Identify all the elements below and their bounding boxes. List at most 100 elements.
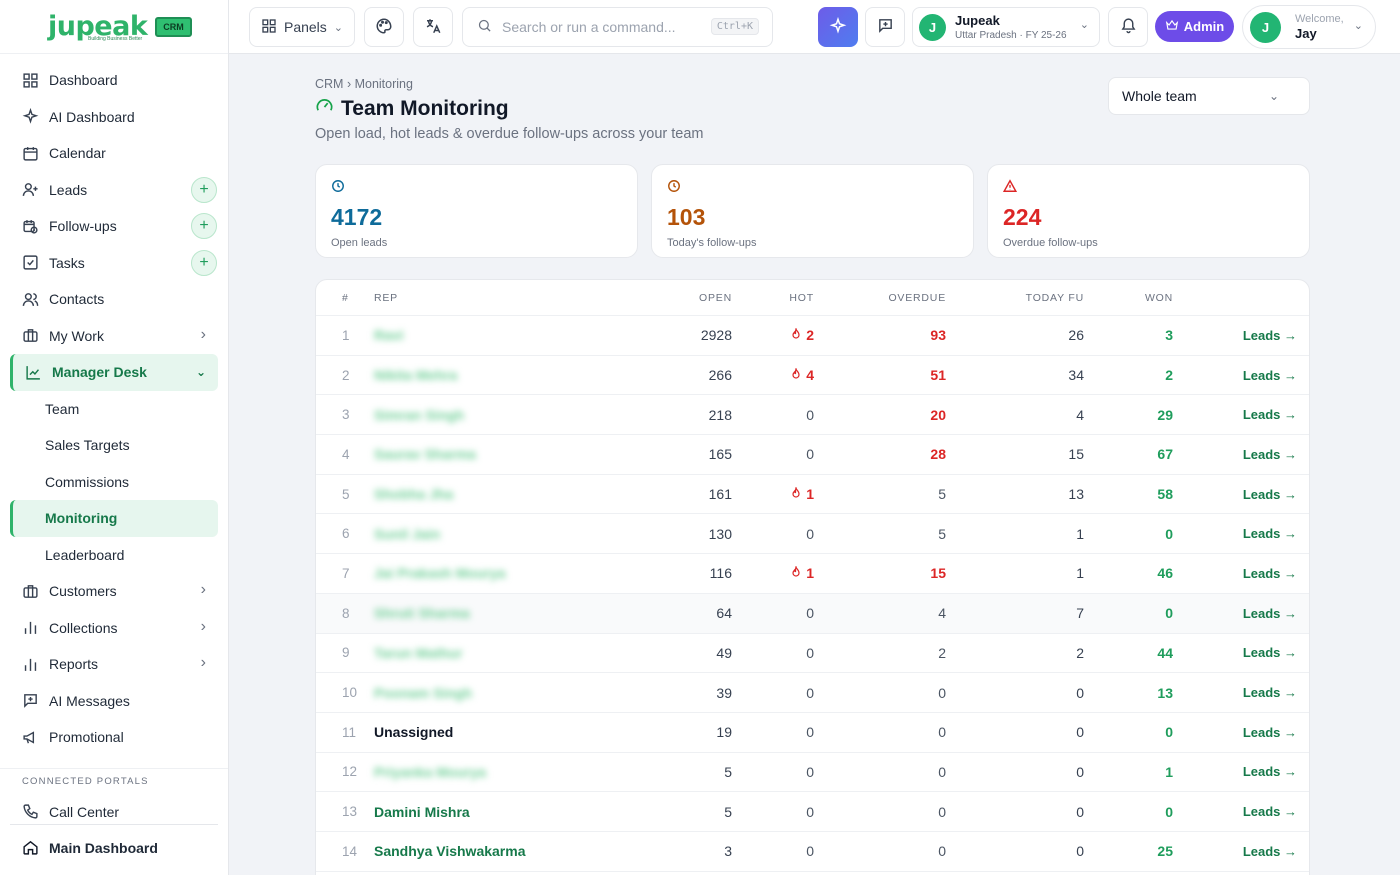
leads-link[interactable]: Leads → xyxy=(1242,645,1297,661)
table-row[interactable]: 9 Tarun Mathur 49 0 2 2 44 Leads → xyxy=(316,634,1309,674)
user-menu[interactable]: J Welcome, Jay ⌄ xyxy=(1242,5,1376,49)
translate-button[interactable] xyxy=(413,7,453,47)
sidebar-item-manager-desk[interactable]: Manager Desk ⌄ xyxy=(10,354,218,391)
main-dashboard-link[interactable]: Main Dashboard xyxy=(10,824,218,870)
table-row[interactable]: 14 Sandhya Vishwakarma 3 0 0 0 25 Leads → xyxy=(316,832,1309,872)
sidebar-item-contacts[interactable]: Contacts xyxy=(0,281,228,318)
sidebar-subitem-commissions[interactable]: Commissions xyxy=(45,473,130,490)
today-fu-count: 0 xyxy=(1076,684,1084,701)
today-fu-count: 7 xyxy=(1076,605,1084,622)
table-row[interactable]: 3 Simran Singh 218 0 20 4 29 Leads → xyxy=(316,395,1309,436)
leads-link[interactable]: Leads → xyxy=(1242,843,1297,859)
leads-link[interactable]: Leads → xyxy=(1242,327,1297,343)
plus-icon[interactable]: + xyxy=(191,249,217,276)
leads-link[interactable]: Leads → xyxy=(1242,526,1297,542)
open-count: 3 xyxy=(724,843,732,860)
leads-link[interactable]: Leads → xyxy=(1242,486,1297,502)
leads-link[interactable]: Leads → xyxy=(1242,724,1297,740)
table-row[interactable]: 11 Unassigned 19 0 0 0 0 Leads → xyxy=(316,713,1309,753)
calendar-clock-icon xyxy=(22,218,39,235)
sidebar-subitem-sales-targets[interactable]: Sales Targets xyxy=(45,437,130,454)
table-row[interactable]: 7 Jai Prakash Mourya 116 1 15 1 46 Leads → xyxy=(316,554,1309,594)
team-scope-select[interactable]: Whole team ⌄ xyxy=(1108,77,1310,115)
hot-count: 0 xyxy=(732,446,814,462)
stat-value: 103 xyxy=(667,204,706,230)
leads-link[interactable]: Leads → xyxy=(1242,605,1297,621)
sidebar-item-promotional[interactable]: Promotional xyxy=(0,719,228,756)
row-number: 13 xyxy=(342,804,358,820)
sidebar-item-calendar[interactable]: Calendar xyxy=(0,135,228,172)
table-row[interactable]: 1 Ravi 2928 2 93 26 3 Leads → xyxy=(316,316,1309,356)
theme-button[interactable] xyxy=(364,7,404,47)
search-input[interactable]: Search or run a command... Ctrl+K xyxy=(462,7,773,47)
table-row[interactable]: 12 Priyanka Mourya 5 0 0 0 1 Leads → xyxy=(316,753,1309,793)
won-count: 0 xyxy=(1165,605,1173,622)
sidebar-subitem-leaderboard[interactable]: Leaderboard xyxy=(45,546,125,563)
plus-icon[interactable]: + xyxy=(191,213,217,239)
rep-name[interactable]: Sandhya Vishwakarma xyxy=(374,843,526,860)
sidebar-item-dashboard[interactable]: Dashboard xyxy=(0,62,228,99)
sidebar-item-tasks[interactable]: Tasks + xyxy=(0,245,228,282)
logo[interactable]: jupeak xyxy=(48,11,148,42)
rep-name: Jai Prakash Mourya xyxy=(374,565,506,582)
today-fu-count: 2 xyxy=(1076,644,1084,661)
notifications-button[interactable] xyxy=(1108,7,1148,47)
sidebar-subitem-team[interactable]: Team xyxy=(45,400,80,417)
sidebar-item-ai-messages[interactable]: AI Messages xyxy=(0,683,228,720)
leads-link[interactable]: Leads → xyxy=(1242,565,1297,581)
leads-link[interactable]: Leads → xyxy=(1242,764,1297,780)
org-switcher[interactable]: J Jupeak Uttar Pradesh · FY 25-26 ⌄ xyxy=(912,7,1100,47)
rep-name[interactable]: Damini Mishra xyxy=(374,803,470,820)
plus-icon[interactable]: + xyxy=(191,176,217,203)
stat-card-overdue-followups: 224 Overdue follow-ups xyxy=(987,164,1310,258)
rep-name: Simran Singh xyxy=(374,406,465,423)
today-fu-count: 34 xyxy=(1068,367,1084,384)
admin-button[interactable]: Admin xyxy=(1155,11,1234,42)
leads-link[interactable]: Leads → xyxy=(1242,407,1297,423)
table-row[interactable]: 5 Shobha Jha 161 1 5 13 58 Leads → xyxy=(316,475,1309,515)
table-row[interactable]: 4 Saurav Sharma 165 0 28 15 67 Leads → xyxy=(316,435,1309,475)
leads-link[interactable]: Leads → xyxy=(1242,804,1297,820)
today-fu-count: 13 xyxy=(1068,486,1084,503)
sidebar-item-label: Dashboard xyxy=(49,72,118,89)
sidebar-item-follow-ups[interactable]: Follow-ups + xyxy=(0,208,228,245)
hot-value: 0 xyxy=(806,763,814,780)
palette-icon xyxy=(375,17,393,38)
sidebar-item-my-work[interactable]: My Work › xyxy=(0,318,228,355)
open-count: 161 xyxy=(708,486,732,503)
sidebar-item-customers[interactable]: Customers › xyxy=(0,573,228,610)
rep-name: Tarun Mathur xyxy=(374,644,463,661)
sidebar-item-collections[interactable]: Collections › xyxy=(0,610,228,647)
table-row[interactable]: 10 Poonam Singh 39 0 0 0 13 Leads → xyxy=(316,673,1309,713)
overdue-count: 93 xyxy=(930,327,946,344)
leads-link[interactable]: Leads → xyxy=(1242,685,1297,701)
open-count: 165 xyxy=(708,446,732,463)
sidebar-subitem-monitoring[interactable]: Monitoring xyxy=(10,500,218,537)
overdue-count: 0 xyxy=(938,843,946,860)
hot-value: 1 xyxy=(806,565,814,582)
hot-count: 0 xyxy=(732,645,814,661)
table-row[interactable]: 6 Sunil Jain 130 0 5 1 0 Leads → xyxy=(316,514,1309,555)
sidebar-item-call-center[interactable]: Call Center xyxy=(0,794,228,831)
leads-link[interactable]: Leads → xyxy=(1242,446,1297,462)
messages-button[interactable] xyxy=(865,7,905,47)
sidebar-item-ai-dashboard[interactable]: AI Dashboard xyxy=(0,99,228,136)
home-icon xyxy=(22,839,39,856)
today-fu-count: 1 xyxy=(1076,565,1084,582)
gauge-icon xyxy=(315,96,334,121)
table-row[interactable]: 2 Nikita Mehra 266 4 51 34 2 Leads → xyxy=(316,356,1309,396)
panels-button[interactable]: Panels ⌄ xyxy=(249,7,355,47)
chevron-down-icon: ⌄ xyxy=(1353,20,1363,32)
table-row[interactable]: 13 Damini Mishra 5 0 0 0 0 Leads → xyxy=(316,792,1309,832)
hot-value: 0 xyxy=(806,684,814,701)
ai-assistant-button[interactable] xyxy=(818,7,858,47)
rep-name[interactable]: Unassigned xyxy=(374,724,454,741)
open-count: 218 xyxy=(708,406,732,423)
sidebar-item-leads[interactable]: Leads + xyxy=(0,172,228,209)
checkbox-icon xyxy=(22,254,39,271)
leads-link[interactable]: Leads → xyxy=(1242,367,1297,383)
sidebar-item-reports[interactable]: Reports › xyxy=(0,646,228,683)
table-row[interactable]: 8 Shruti Sharma 64 0 4 7 0 Leads → xyxy=(316,593,1309,634)
welcome-label: Welcome, xyxy=(1295,13,1344,25)
hot-value: 0 xyxy=(806,843,814,860)
